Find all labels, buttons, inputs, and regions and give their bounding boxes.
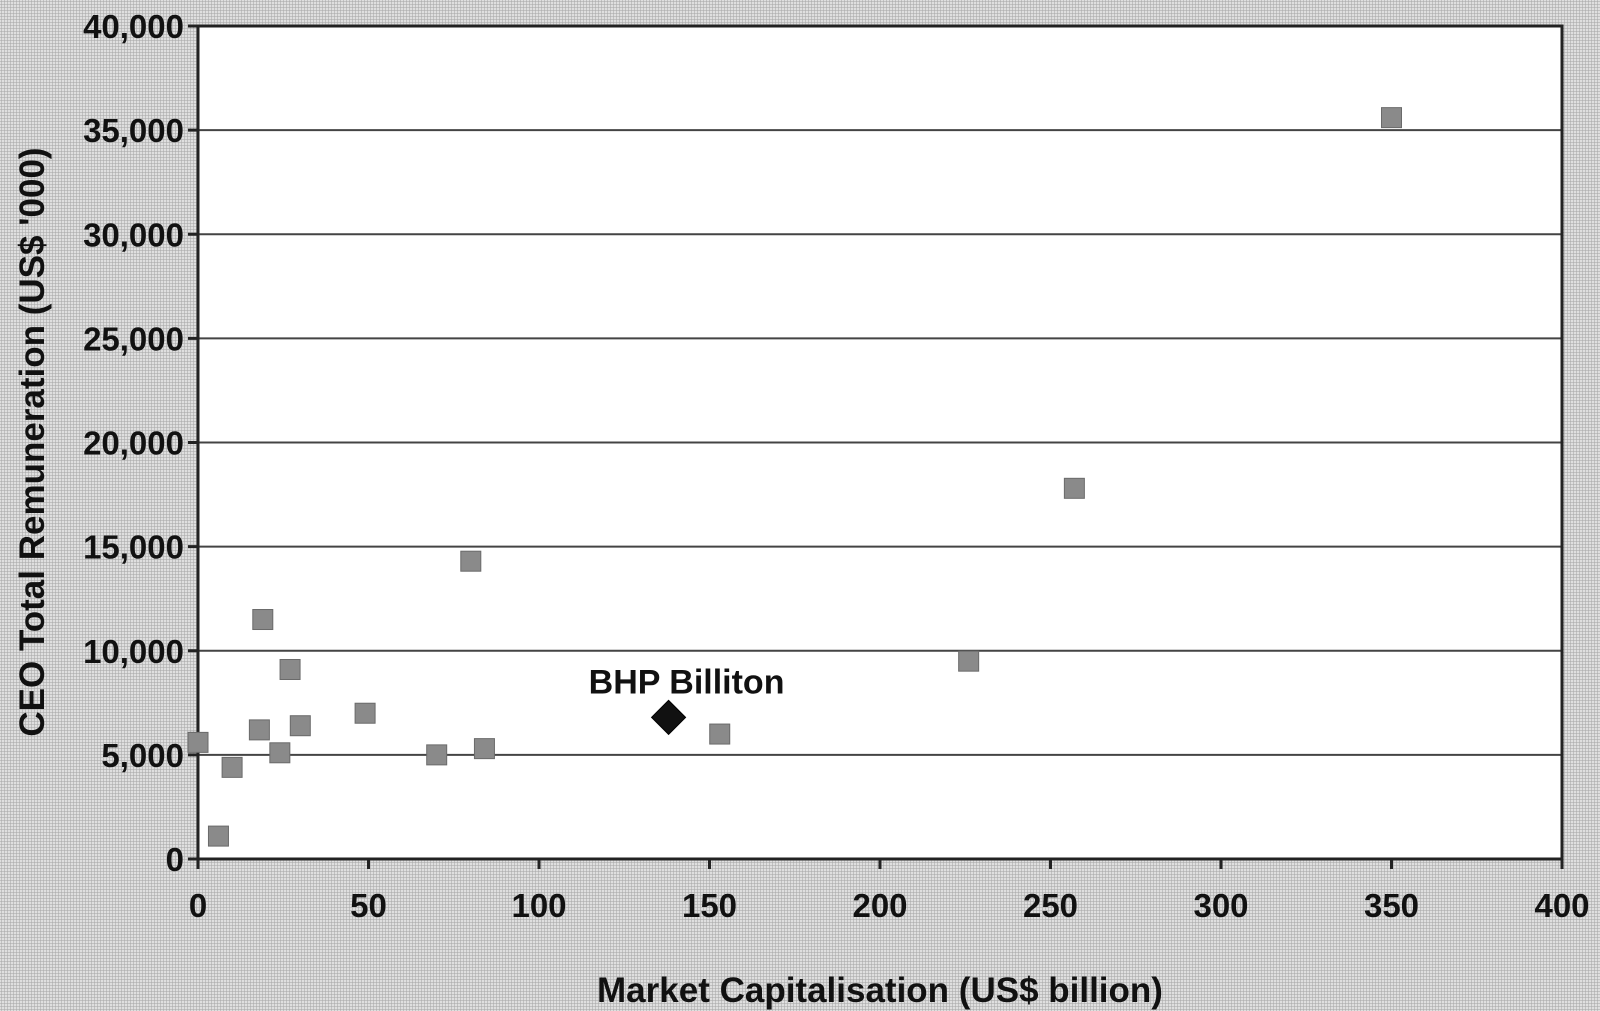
y-axis-ticks: 0 5,000 10,000 15,000 20,000 25,000 30,000 35,0… [83, 8, 198, 878]
gridlines [198, 129, 1562, 756]
data-point-square [1381, 107, 1402, 129]
plot-frame [196, 24, 1564, 861]
data-point-square [460, 550, 482, 572]
y-tick-label: 10,000 [83, 633, 184, 670]
y-axis-title: CEO Total Remuneration (US$ '000) [13, 147, 52, 736]
data-point-square [354, 702, 376, 724]
data-point-square [252, 609, 274, 631]
y-tick-label: 25,000 [83, 320, 184, 357]
x-axis-ticks: 0 50 100 150 200 250 300 350 400 [189, 859, 1590, 924]
x-tick-label: 50 [350, 887, 387, 924]
data-point-square [1063, 477, 1085, 499]
data-point-square [248, 719, 270, 741]
point-annotation: BHP Billiton [589, 663, 785, 701]
data-point-square [269, 742, 291, 764]
data-point-square [187, 731, 209, 753]
x-tick-label: 400 [1534, 887, 1589, 924]
data-point-square [709, 723, 731, 745]
y-tick-label: 20,000 [83, 425, 184, 462]
data-point-square [473, 738, 495, 760]
data-point-square [207, 825, 229, 847]
data-point-square [221, 756, 243, 778]
y-tick-label: 35,000 [83, 112, 184, 149]
y-tick-label: 15,000 [83, 529, 184, 566]
y-tick-label: 5,000 [101, 737, 184, 774]
y-tick-label: 40,000 [83, 8, 184, 45]
x-tick-label: 250 [1023, 887, 1078, 924]
data-point-diamond [650, 699, 687, 736]
data-points [187, 107, 1402, 847]
x-tick-label: 300 [1193, 887, 1248, 924]
y-tick-label: 0 [166, 841, 184, 878]
x-tick-label: 0 [189, 887, 207, 924]
annotations: BHP Billiton [589, 663, 785, 701]
y-tick-label: 30,000 [83, 216, 184, 253]
data-point-square [958, 650, 980, 672]
x-axis-title: Market Capitalisation (US$ billion) [597, 971, 1163, 1010]
data-point-square [426, 744, 448, 766]
x-tick-label: 350 [1364, 887, 1419, 924]
x-tick-label: 200 [852, 887, 907, 924]
data-point-square [279, 658, 301, 680]
x-tick-label: 150 [682, 887, 737, 924]
data-point-square [289, 715, 311, 737]
x-tick-label: 100 [511, 887, 566, 924]
